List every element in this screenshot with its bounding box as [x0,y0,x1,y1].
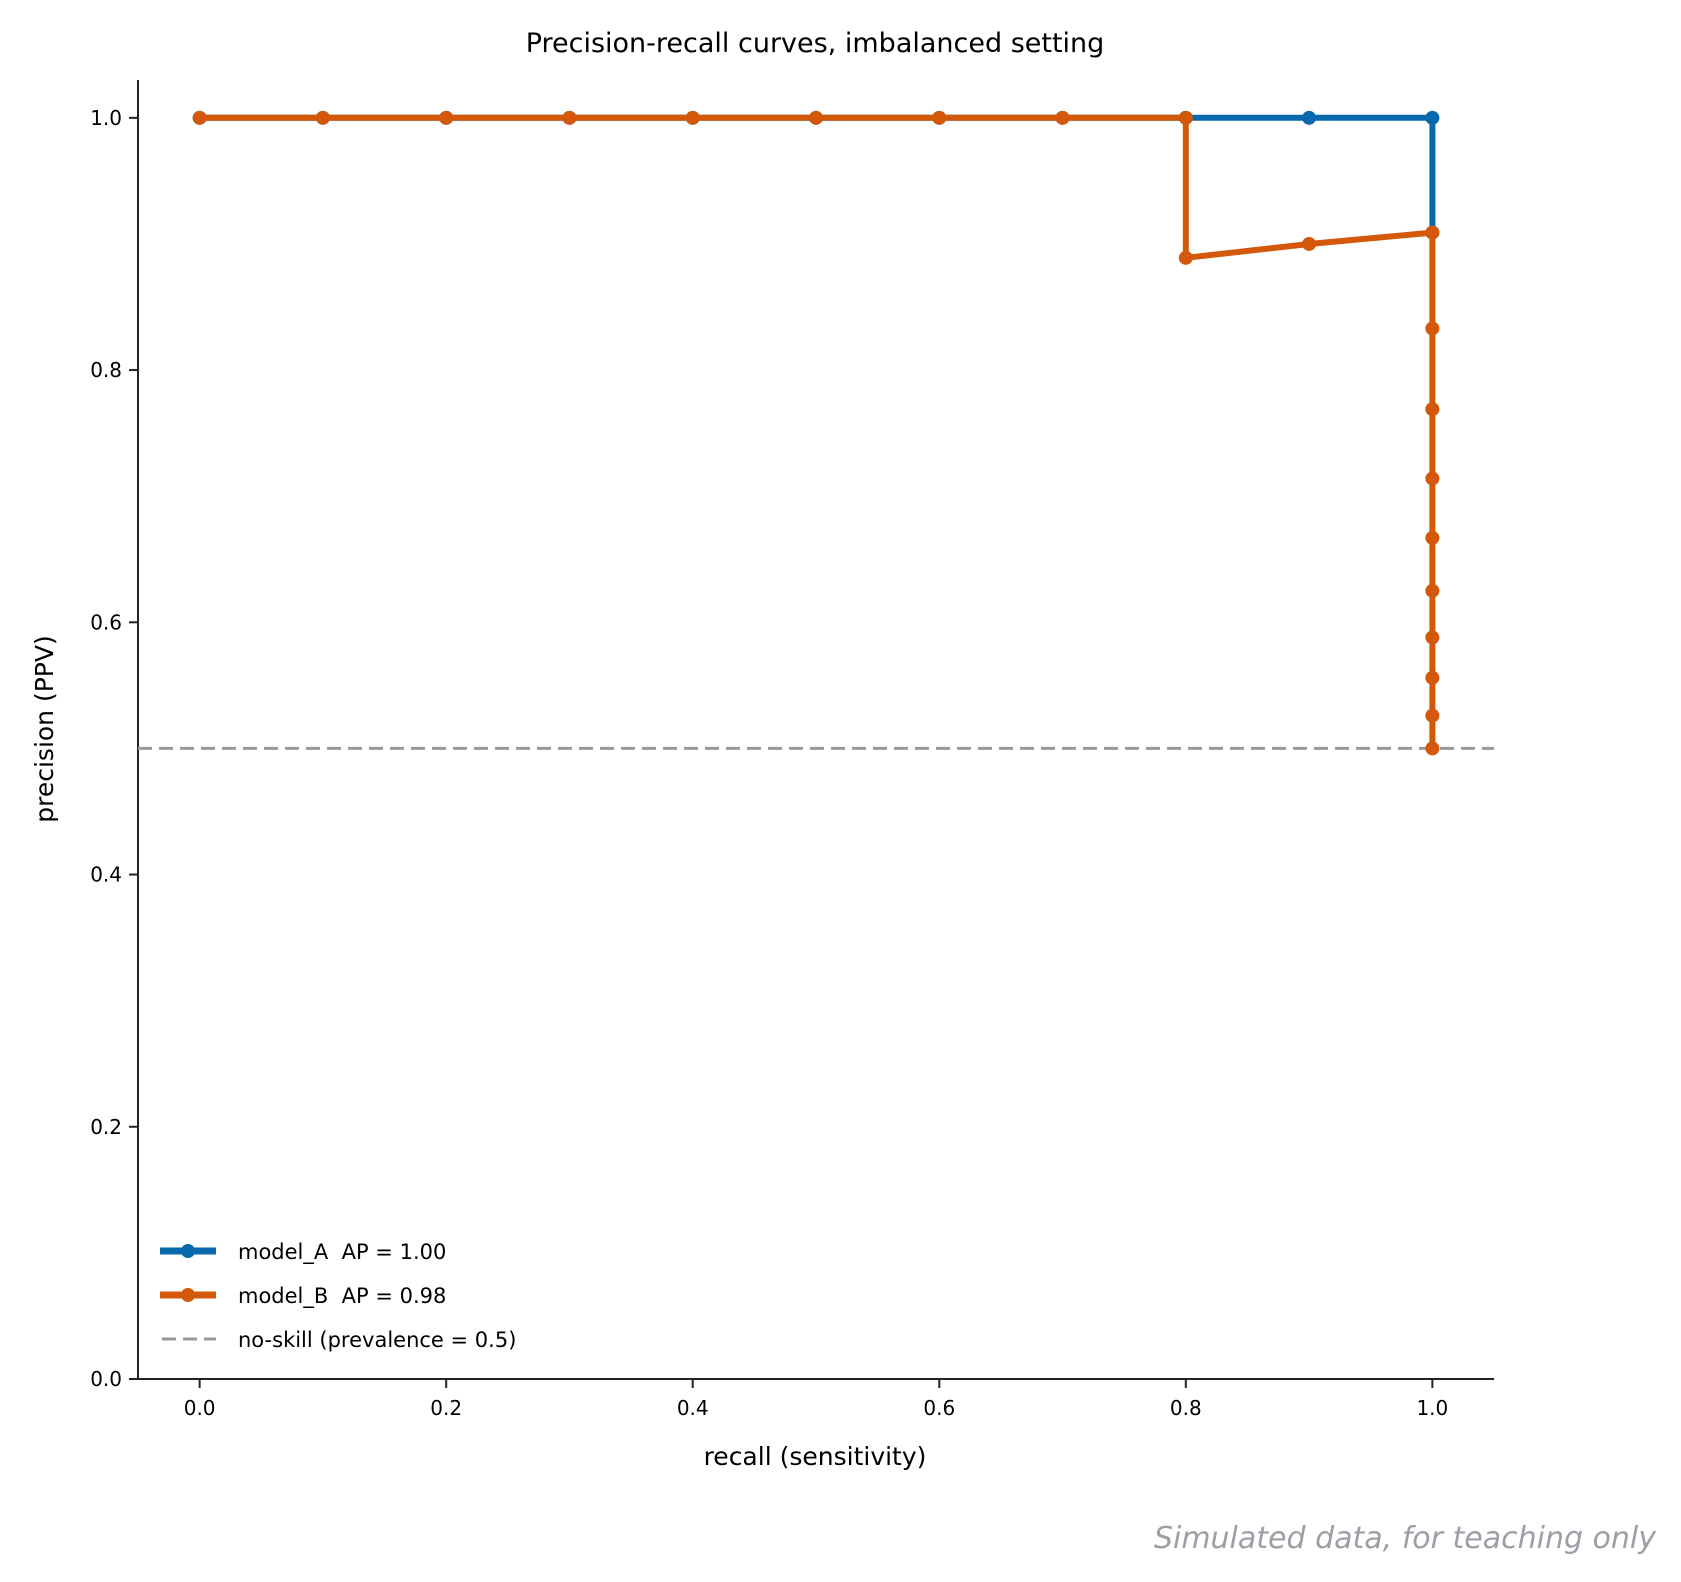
data-point-model-a [1302,110,1317,125]
y-tick-label: 0.2 [90,1115,122,1139]
x-axis-title: recall (sensitivity) [704,1442,927,1471]
x-tick-label: 1.0 [1416,1396,1448,1420]
legend-label-model-b: model_B AP = 0.98 [238,1284,446,1309]
data-point-model-b [1425,225,1440,240]
legend-item-model-a: model_A AP = 1.00 [160,1240,446,1265]
data-point-model-b [1178,110,1193,125]
legend-label-model-a: model_A AP = 1.00 [238,1240,446,1265]
legend-item-no-skill: no-skill (prevalence = 0.5) [162,1328,516,1352]
series-line-model-a [199,114,1436,233]
data-point-model-b [1425,583,1440,598]
data-point-model-b [315,110,330,125]
x-tick-label: 0.0 [184,1396,216,1420]
x-tick-label: 0.2 [430,1396,462,1420]
data-point-model-b [1425,708,1440,723]
series-line-model-b [199,114,1436,749]
data-point-model-b [1425,741,1440,756]
data-point-model-b [192,110,207,125]
x-tick-label: 0.6 [923,1396,955,1420]
data-point-model-b [809,110,823,125]
data-point-model-b [1425,471,1440,486]
data-point-model-b [1178,250,1193,265]
plot-area: 0.0 0.2 0.4 0.6 0.8 1.0 0.0 0.2 0.4 0.6 0.8 1.0 [90,80,1494,1420]
legend: model_A AP = 1.00 model_B AP = 0.98 no-s… [160,1240,516,1352]
x-tick-label: 0.4 [677,1396,709,1420]
legend-marker-model-b [181,1288,195,1302]
data-point-model-b [439,110,454,125]
legend-marker-model-a [181,1244,195,1258]
data-point-model-b [1055,110,1070,125]
legend-label-no-skill: no-skill (prevalence = 0.5) [238,1328,516,1352]
data-point-model-b [1425,321,1440,336]
data-point-model-b [1425,670,1440,685]
y-axis-title: precision (PPV) [30,635,59,823]
y-tick-label: 0.0 [90,1367,122,1391]
chart-title: Precision-recall curves, imbalanced sett… [526,28,1105,59]
data-point-model-b [685,110,700,125]
data-point-model-b [562,110,577,125]
x-tick-label: 0.8 [1170,1396,1202,1420]
y-tick-label: 0.8 [90,358,122,382]
y-tick-label: 0.6 [90,610,122,634]
legend-item-model-b: model_B AP = 0.98 [160,1284,446,1309]
data-point-model-b [1425,530,1440,545]
data-point-model-b [932,110,947,125]
y-tick-label: 0.4 [90,863,122,887]
data-point-model-b [1302,236,1317,251]
footnote: Simulated data, for teaching only [1154,1521,1657,1556]
y-tick-label: 1.0 [90,106,122,130]
data-point-model-b [1425,630,1440,645]
data-point-model-a [1425,110,1440,125]
data-point-model-b [1425,402,1440,417]
